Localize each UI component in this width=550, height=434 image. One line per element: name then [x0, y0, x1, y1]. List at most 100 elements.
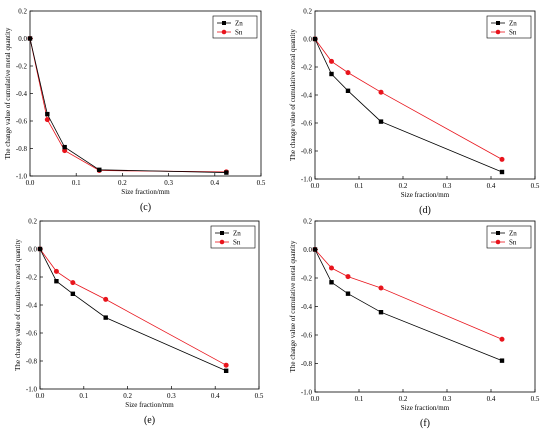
- data-point-zn: [345, 88, 351, 93]
- series-line-sn: [29, 38, 227, 173]
- x-tick-label: 0.5: [255, 392, 264, 400]
- data-point-zn: [224, 170, 229, 175]
- data-point-zn: [45, 111, 50, 117]
- legend-label: Zn: [509, 20, 517, 28]
- data-point-zn: [345, 291, 351, 296]
- x-tick-label: 0.0: [26, 179, 35, 187]
- data-point-sn: [345, 274, 351, 280]
- legend-marker: [221, 29, 227, 35]
- data-point-zn: [62, 144, 67, 150]
- x-tick-label: 0.0: [36, 392, 45, 400]
- x-axis-label: Size fraction/mm: [125, 401, 174, 409]
- data-point-zn: [499, 169, 505, 175]
- panel-label: (e): [144, 415, 155, 426]
- y-tick-label: -0.6: [301, 120, 313, 128]
- x-tick-label: 0.2: [399, 395, 408, 403]
- x-tick-label: 0.4: [487, 395, 496, 403]
- y-tick-label: -1.0: [16, 173, 28, 181]
- legend-label: Sn: [509, 239, 517, 247]
- y-tick-label: -1.0: [301, 389, 313, 397]
- data-point-zn: [378, 310, 384, 315]
- data-point-zn: [329, 280, 334, 285]
- legend-marker: [496, 231, 500, 235]
- series-line-zn: [314, 38, 503, 173]
- y-tick-label: -0.8: [26, 358, 38, 366]
- y-tick-label: -0.4: [16, 90, 28, 98]
- data-point-sn: [499, 336, 505, 342]
- x-tick-label: 0.3: [164, 179, 173, 187]
- x-tick-label: 0.1: [72, 179, 81, 187]
- data-point-zn: [54, 279, 59, 284]
- data-point-sn: [378, 89, 384, 95]
- x-axis-label: Size fraction/mm: [401, 404, 450, 412]
- x-tick-label: 0.3: [443, 395, 452, 403]
- y-axis-label: The change value of cumulative metal qua…: [14, 239, 22, 371]
- y-tick-label: -0.2: [26, 274, 38, 282]
- data-point-zn: [70, 291, 76, 296]
- data-point-zn: [329, 71, 334, 77]
- legend-label: Sn: [509, 29, 517, 37]
- y-tick-label: -0.4: [301, 303, 313, 311]
- y-axis-label: The change value of cumulative metal qua…: [289, 29, 297, 161]
- data-point-sn: [44, 117, 50, 123]
- data-point-zn: [37, 246, 43, 252]
- x-tick-label: 0.4: [210, 179, 219, 187]
- data-point-sn: [499, 156, 505, 162]
- data-point-zn: [103, 315, 108, 320]
- panel-label: (f): [420, 418, 430, 429]
- x-tick-label: 0.5: [257, 179, 266, 187]
- chart-panel: 0.0 0.1 0.2 0.3 0.4 0.5 0.2 0.0 -0.2 -0.4 -0.6 -0.8…: [289, 8, 540, 217]
- y-tick-label: -1.0: [26, 386, 38, 394]
- x-tick-label: 0.1: [79, 392, 88, 400]
- x-tick-label: 0.4: [487, 182, 496, 190]
- data-point-sn: [329, 265, 334, 271]
- data-point-zn: [312, 247, 318, 252]
- data-point-zn: [27, 36, 33, 41]
- legend-marker: [495, 239, 501, 245]
- legend-label: Zn: [509, 230, 517, 238]
- x-axis-label: Size fraction/mm: [121, 188, 170, 196]
- series-line-sn: [314, 38, 503, 160]
- legend-marker: [219, 239, 225, 245]
- legend-label: Sn: [233, 239, 241, 247]
- data-point-zn: [312, 36, 318, 42]
- series-line-zn: [29, 38, 227, 173]
- data-point-zn: [97, 167, 102, 173]
- y-tick-label: -1.0: [301, 176, 313, 184]
- y-axis-label: The change value of cumulative metal qua…: [289, 240, 297, 372]
- x-tick-label: 0.3: [443, 182, 452, 190]
- x-tick-label: 0.0: [311, 182, 320, 190]
- x-tick-label: 0.3: [167, 392, 176, 400]
- legend-marker: [220, 231, 224, 235]
- chart-panel: 0.0 0.1 0.2 0.3 0.4 0.5 0.2 0.0 -0.2 -0.4 -0.6 -0.8…: [289, 218, 540, 430]
- data-point-sn: [223, 362, 229, 368]
- y-tick-label: 0.0: [28, 246, 37, 254]
- y-tick-label: 0.0: [18, 35, 27, 43]
- data-point-sn: [378, 285, 384, 291]
- x-tick-label: 0.2: [399, 182, 408, 190]
- data-point-sn: [345, 70, 351, 76]
- legend-marker: [496, 21, 500, 25]
- y-tick-label: -0.8: [16, 145, 28, 153]
- x-tick-label: 0.1: [355, 182, 364, 190]
- y-tick-label: 0.2: [303, 8, 312, 16]
- data-point-zn: [378, 119, 384, 124]
- y-tick-label: -0.6: [16, 118, 28, 126]
- y-axis-label: The change value of cumulative metal qua…: [4, 27, 12, 159]
- y-tick-label: -0.6: [301, 332, 313, 340]
- y-tick-label: -0.8: [301, 360, 313, 368]
- data-point-zn: [223, 368, 229, 373]
- data-point-sn: [103, 296, 109, 302]
- x-tick-label: 0.5: [531, 182, 540, 190]
- x-tick-label: 0.5: [531, 395, 540, 403]
- data-point-sn: [53, 268, 59, 274]
- panel-label: (d): [419, 205, 431, 216]
- series-line-zn: [39, 248, 227, 372]
- y-tick-label: -0.4: [301, 92, 313, 100]
- series-line-sn: [39, 248, 227, 366]
- data-point-sn: [329, 58, 334, 64]
- chart-panel: 0.0 0.1 0.2 0.3 0.4 0.5 0.2 0.0 -0.2 -0.4 -0.6 -0.8…: [4, 8, 266, 214]
- legend-marker: [495, 29, 501, 35]
- x-axis-label: Size fraction/mm: [401, 191, 450, 199]
